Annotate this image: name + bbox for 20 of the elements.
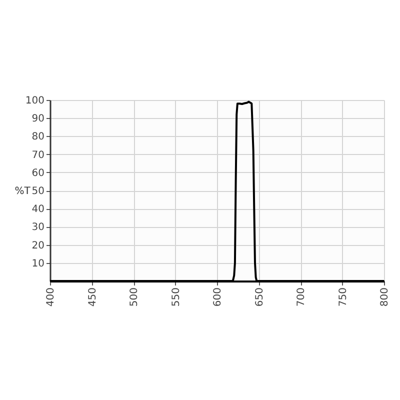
x-tick-label: 700 [296,288,307,307]
y-tick-label: 60 [32,168,44,179]
x-tick-label: 500 [129,288,140,307]
x-tick-label: 600 [212,288,224,307]
x-tick-label: 400 [46,288,56,307]
x-tick-label: 550 [170,288,182,307]
y-tick-label: 80 [32,132,44,143]
y-tick-label: 70 [32,150,44,161]
x-tick-label: 800 [380,288,390,307]
y-tick-label: 40 [32,204,44,216]
y-axis-title: %T [14,186,32,197]
x-tick-label: 650 [254,288,266,307]
y-tick-label: 30 [32,222,44,234]
x-tick-label: 750 [338,288,349,307]
y-tick-label: 10 [32,258,44,270]
y-tick-label: 20 [32,240,44,252]
x-tick-label: 450 [87,288,98,307]
y-tick-label: 100 [25,96,44,106]
y-tick-label: 90 [32,114,44,125]
y-tick-label: 50 [32,186,44,197]
